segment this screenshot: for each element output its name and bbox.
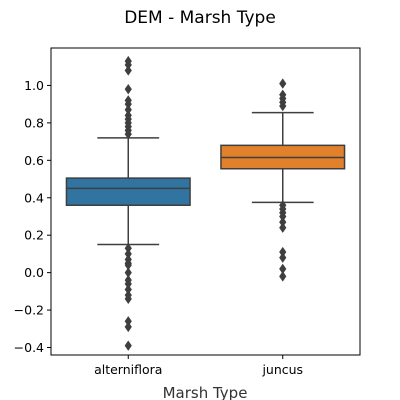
y-tick-label: 0.6 <box>24 153 44 168</box>
outlier-point <box>124 278 132 290</box>
plot-area: 1.0 0.8 0.6 0.4 0.2 0.0 −0.2 −0.4 alterniflora ju… <box>14 47 361 377</box>
outlier-point <box>279 211 287 222</box>
outlier-point <box>124 83 132 95</box>
outlier-point <box>279 100 287 112</box>
outlier-point <box>279 263 287 275</box>
y-tick-label: 0.2 <box>24 228 44 243</box>
x-tick-label-alterniflora: alterniflora <box>94 362 162 377</box>
outlier-point <box>279 216 287 228</box>
outlier-point <box>279 222 287 233</box>
outlier-point <box>124 65 132 76</box>
outlier-point <box>124 284 132 295</box>
x-tick-label-juncus: juncus <box>261 362 303 377</box>
chart-title: DEM - Marsh Type <box>124 8 276 28</box>
outlier-point <box>124 267 132 278</box>
outlier-point <box>124 259 132 271</box>
outlier-point <box>124 293 132 305</box>
outlier-point <box>124 340 132 351</box>
outlier-point <box>279 271 287 282</box>
y-tick-label: −0.2 <box>14 303 44 318</box>
y-tick-label: −0.4 <box>14 340 44 355</box>
outlier-point <box>124 59 132 71</box>
outlier-point <box>279 78 287 89</box>
outlier-point <box>124 248 132 260</box>
x-axis-label: Marsh Type <box>163 384 248 400</box>
y-tick-label: 0.8 <box>24 115 44 130</box>
outlier-point <box>124 321 132 333</box>
box-alterniflora <box>65 177 191 206</box>
y-tick-label: 0.4 <box>24 190 44 205</box>
outlier-point <box>124 243 132 254</box>
outlier-point <box>124 98 132 110</box>
axes-frame <box>50 47 361 356</box>
y-tick-label: 0.0 <box>24 265 44 280</box>
outlier-point <box>124 104 132 115</box>
outlier-point <box>124 128 132 140</box>
y-tick-label: 1.0 <box>24 78 44 93</box>
outlier-point <box>279 246 287 258</box>
outlier-point <box>279 252 287 263</box>
outlier-point <box>124 316 132 327</box>
